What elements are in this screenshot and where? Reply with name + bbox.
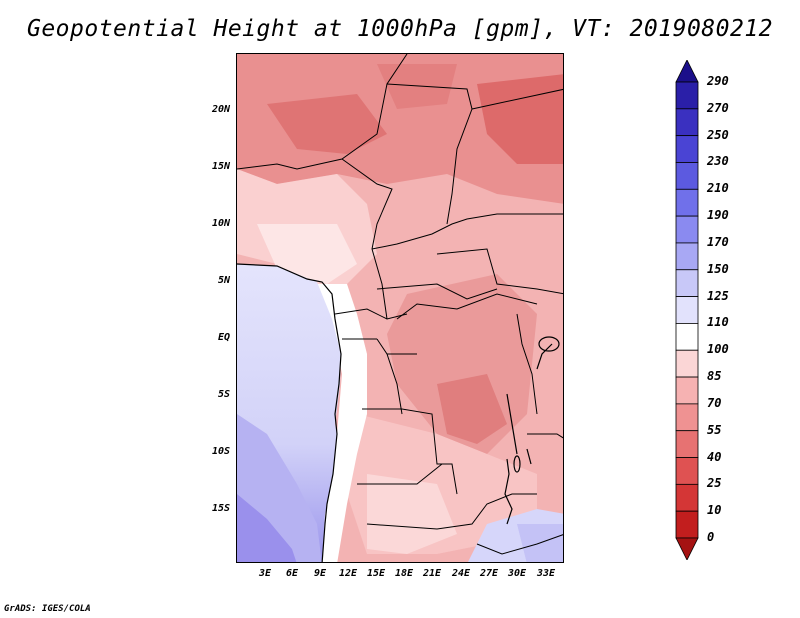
lat-label: 20N bbox=[211, 104, 230, 115]
lon-label: 30E bbox=[507, 568, 527, 579]
colorbar-cell bbox=[675, 296, 699, 324]
lon-label: 15E bbox=[366, 568, 386, 579]
colorbar-cell bbox=[675, 376, 699, 405]
colorbar-bottom-arrow bbox=[675, 537, 699, 560]
colorbar-level-label: 25 bbox=[707, 476, 722, 491]
colorbar-level-label: 270 bbox=[707, 100, 729, 115]
congo-max-field bbox=[437, 374, 507, 444]
lat-label: 15S bbox=[211, 503, 230, 514]
southwest-pale-field bbox=[367, 474, 457, 554]
colorbar-level-label: 0 bbox=[707, 530, 715, 544]
colorbar-cell bbox=[675, 510, 699, 539]
colorbar-level-label: 250 bbox=[707, 127, 729, 142]
colorbar bbox=[675, 60, 699, 560]
lat-label: 5N bbox=[217, 275, 230, 286]
colorbar-level-label: 230 bbox=[707, 154, 729, 169]
colorbar-level-label: 150 bbox=[707, 261, 729, 276]
colorbar-cell bbox=[675, 403, 699, 432]
colorbar-cell bbox=[675, 457, 699, 485]
coastline bbox=[237, 263, 553, 562]
map-plot-area[interactable] bbox=[236, 53, 564, 563]
lat-label: 10S bbox=[211, 446, 230, 457]
lon-label: 21E bbox=[422, 568, 442, 579]
country-borders bbox=[237, 54, 563, 555]
colorbar-cell bbox=[675, 242, 699, 271]
lon-label: 6E bbox=[285, 568, 299, 579]
colorbar-cell bbox=[675, 108, 699, 137]
colorbar-level-label: 290 bbox=[707, 74, 729, 88]
lat-label: 10N bbox=[211, 218, 230, 229]
colorbar-level-label: 100 bbox=[707, 342, 729, 357]
colorbar-cell bbox=[675, 323, 699, 351]
colorbar-level-label: 170 bbox=[707, 234, 729, 249]
colorbar-level-label: 210 bbox=[707, 181, 729, 196]
sahara-max-east bbox=[477, 74, 563, 164]
colorbar-cell bbox=[675, 269, 699, 297]
colorbar-level-label: 125 bbox=[707, 288, 729, 303]
colorbar-cell bbox=[675, 483, 699, 512]
lat-label: 15N bbox=[211, 161, 230, 172]
lon-label: 12E bbox=[338, 568, 358, 579]
credit-label: GrADS: IGES/COLA bbox=[4, 604, 91, 614]
north-mid-field bbox=[377, 64, 457, 109]
lon-label: 33E bbox=[536, 568, 556, 579]
map-svg bbox=[237, 54, 563, 562]
sahara-max-west bbox=[267, 94, 387, 154]
lon-label: 9E bbox=[313, 568, 327, 579]
lakes bbox=[506, 336, 560, 473]
colorbar-level-label: 70 bbox=[707, 395, 722, 410]
colorbar-level-label: 55 bbox=[707, 422, 722, 437]
colorbar-cell bbox=[675, 188, 699, 217]
chart-title: Geopotential Height at 1000hPa [gpm], VT… bbox=[26, 16, 774, 42]
colorbar-cells bbox=[675, 60, 699, 560]
colorbar-level-label: 85 bbox=[707, 369, 722, 384]
lat-label: EQ bbox=[217, 332, 230, 343]
colorbar-level-label: 190 bbox=[707, 208, 729, 223]
lon-label: 27E bbox=[479, 568, 499, 579]
colorbar-level-label: 10 bbox=[707, 503, 722, 518]
lon-label: 24E bbox=[451, 568, 471, 579]
colorbar-cell bbox=[675, 135, 699, 163]
lon-label: 18E bbox=[394, 568, 414, 579]
lat-label: 5S bbox=[217, 389, 230, 400]
colorbar-cell bbox=[675, 215, 699, 244]
colorbar-level-label: 40 bbox=[707, 449, 722, 464]
colorbar-cell bbox=[675, 162, 699, 190]
lon-label: 3E bbox=[258, 568, 272, 579]
atlantic-minimum-field bbox=[237, 494, 297, 562]
colorbar-level-label: 110 bbox=[707, 315, 729, 330]
colorbar-cell bbox=[675, 349, 699, 378]
colorbar-cell bbox=[675, 81, 699, 110]
colorbar-top-arrow bbox=[675, 60, 699, 83]
colorbar-cell bbox=[675, 430, 699, 458]
